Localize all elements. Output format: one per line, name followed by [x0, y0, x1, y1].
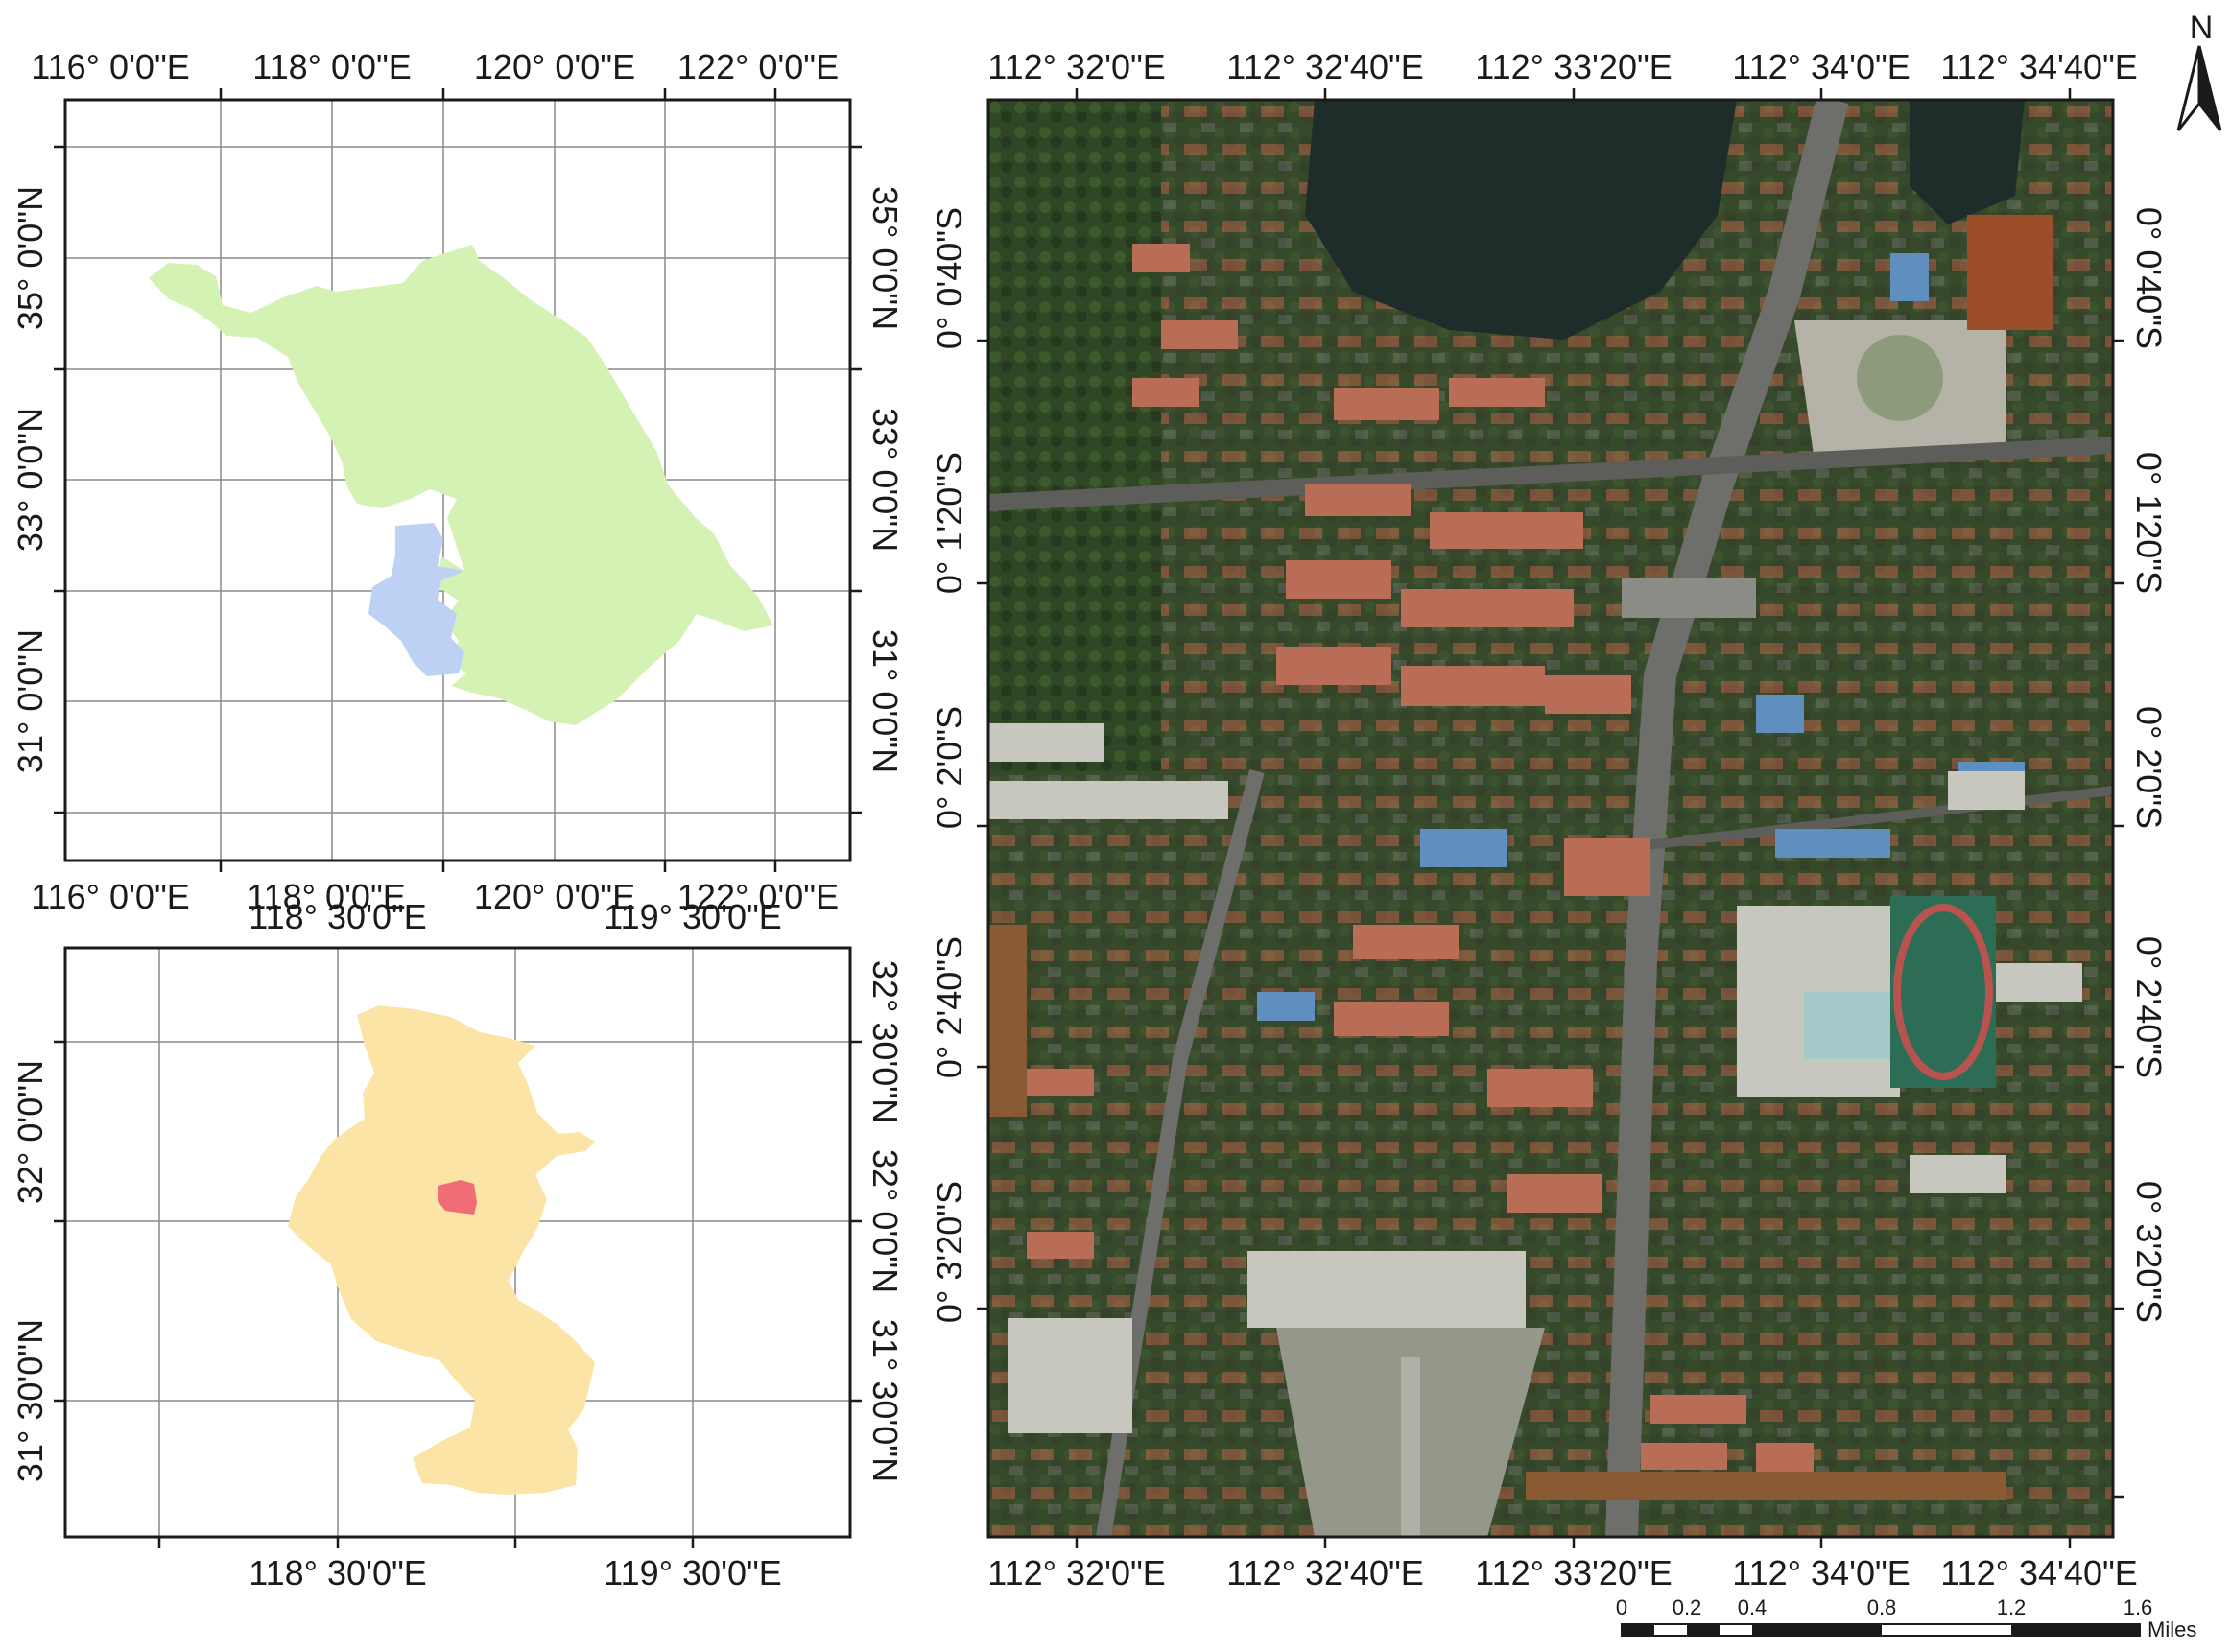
imagery-bottom-label: 112° 34'0"E	[1732, 1553, 1911, 1593]
province-right-label: 31° 0'0"N	[866, 629, 905, 773]
city-outline-shape	[288, 1005, 595, 1495]
scale-bar-tick-label: 0.8	[1867, 1595, 1897, 1619]
imagery-top-label: 112° 33'20"E	[1475, 47, 1673, 86]
north-arrow-icon: N	[2176, 10, 2222, 131]
imagery-bottom-label: 112° 32'40"E	[1226, 1553, 1424, 1593]
province-top-label: 120° 0'0"E	[474, 47, 635, 86]
imagery-top-label: 112° 32'40"E	[1226, 47, 1424, 86]
city-bottom-label: 119° 30'0"E	[604, 1553, 782, 1593]
scale-bar: 0 0.2 0.4 0.8 1.2 1.6 Miles	[1616, 1595, 2196, 1641]
imagery-right-label: 0° 3'20"S	[2129, 1181, 2169, 1323]
imagery-top-label: 112° 34'0"E	[1732, 47, 1911, 86]
city-top-label: 119° 30'0"E	[604, 897, 782, 936]
province-right-label: 33° 0'0"N	[866, 408, 905, 552]
province-right-label: 35° 0'0"N	[866, 186, 905, 330]
city-right-label: 32° 30'0"N	[866, 960, 905, 1123]
city-frame-ticks	[54, 1040, 862, 1548]
province-bottom-label: 120° 0'0"E	[474, 877, 635, 916]
province-bottom-label: 118° 0'0"E	[247, 877, 406, 916]
imagery-left-label: 0° 1'20"S	[930, 452, 969, 594]
study-area-shape	[438, 1180, 477, 1215]
province-left-label: 35° 0'0"N	[11, 186, 50, 330]
city-map-panel: 118° 30'0"E 119° 30'0"E 118° 30'0"E 119°…	[11, 897, 905, 1593]
city-left-label: 32° 0'0"N	[11, 1060, 50, 1204]
imagery-top-label: 112° 32'0"E	[987, 47, 1166, 86]
scale-bar-tick-label: 0	[1616, 1595, 1627, 1619]
province-bottom-label: 116° 0'0"E	[31, 877, 190, 916]
city-right-label: 32° 0'0"N	[866, 1149, 905, 1293]
province-top-label: 116° 0'0"E	[31, 47, 190, 86]
satellite-imagery-panel: 112° 32'0"E 112° 32'40"E 112° 33'20"E 11…	[930, 47, 2169, 1593]
scale-bar-unit-label: Miles	[2148, 1617, 2196, 1641]
province-frame-ticks	[54, 88, 862, 872]
imagery-bottom-label: 112° 33'20"E	[1475, 1553, 1673, 1593]
city-bottom-label: 118° 30'0"E	[249, 1553, 427, 1593]
imagery-bottom-label: 112° 34'40"E	[1940, 1553, 2138, 1593]
city-shape	[368, 523, 464, 676]
imagery-frame-ticks	[977, 88, 2124, 1548]
scale-bar-tick-label: 0.2	[1673, 1595, 1702, 1619]
imagery-right-label: 0° 0'40"S	[2129, 207, 2169, 349]
imagery-right-label: 0° 2'0"S	[2129, 706, 2169, 829]
imagery-left-label: 0° 2'40"S	[930, 936, 969, 1078]
province-map-panel: 116° 0'0"E 118° 0'0"E 120° 0'0"E 122° 0'…	[11, 47, 905, 916]
province-shape	[149, 245, 773, 725]
north-arrow-label: N	[2190, 10, 2214, 46]
imagery-right-label: 0° 1'20"S	[2129, 452, 2169, 594]
satellite-image	[988, 100, 2113, 1537]
province-top-label: 122° 0'0"E	[677, 47, 839, 86]
city-top-label: 118° 30'0"E	[249, 897, 427, 936]
province-left-label: 33° 0'0"N	[11, 408, 50, 552]
imagery-top-label: 112° 34'40"E	[1940, 47, 2138, 86]
city-left-label: 31° 30'0"N	[11, 1319, 50, 1482]
scale-bar-tick-label: 1.2	[1997, 1595, 2027, 1619]
scale-bar-tick-label: 0.4	[1738, 1595, 1768, 1619]
province-left-label: 31° 0'0"N	[11, 629, 50, 773]
imagery-left-label: 0° 2'0"S	[930, 706, 969, 829]
city-right-label: 31° 30'0"N	[866, 1319, 905, 1482]
imagery-bottom-label: 112° 32'0"E	[987, 1553, 1166, 1593]
scale-bar-tick-label: 1.6	[2124, 1595, 2153, 1619]
imagery-right-label: 0° 2'40"S	[2129, 936, 2169, 1078]
province-top-label: 118° 0'0"E	[252, 47, 412, 86]
province-bottom-label: 122° 0'0"E	[677, 877, 839, 916]
imagery-left-label: 0° 3'20"S	[930, 1181, 969, 1323]
imagery-left-label: 0° 0'40"S	[930, 207, 969, 349]
